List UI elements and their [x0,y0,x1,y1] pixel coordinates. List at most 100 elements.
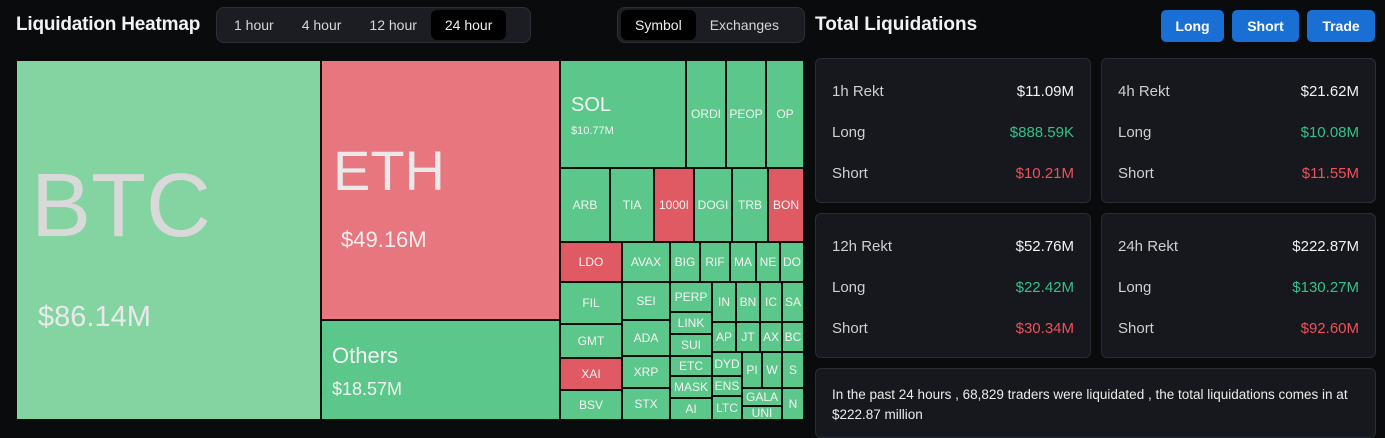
long-value: $888.59K [1009,124,1074,141]
tile-gmt[interactable]: GMT [560,324,622,358]
tile-value: $49.16M [341,227,427,252]
tile-ai[interactable]: AI [670,398,712,420]
tile-dogi[interactable]: DOGI [694,168,732,242]
trade-button[interactable]: Trade [1307,10,1375,42]
card-period: 4h Rekt [1118,83,1170,100]
short-value: $30.34M [1015,320,1074,337]
tile-avax[interactable]: AVAX [622,242,670,282]
tab-exchanges[interactable]: Exchanges [709,17,779,33]
tile-symbol: BTC [31,156,211,256]
tile-others[interactable]: Others $18.57M [321,320,560,420]
tile-xai[interactable]: XAI [560,358,622,390]
tile-do[interactable]: DO [780,242,804,282]
total-liquidations-title: Total Liquidations [815,14,978,35]
tile-dyd[interactable]: DYD [712,352,742,376]
tile-ldo[interactable]: LDO [560,242,622,282]
tile-symbol: ETH [333,139,445,202]
tile-value: $86.14M [38,301,151,333]
tile-sa[interactable]: SA [782,282,804,322]
card-total: $222.87M [1292,238,1359,255]
long-label: Long [832,124,866,141]
tile-peop[interactable]: PEOP [726,60,766,168]
long-label: Long [1118,124,1152,141]
tile-jt[interactable]: JT [736,322,760,352]
short-label: Short [832,165,868,182]
tile-value: $10.77M [571,125,614,137]
tile-stx[interactable]: STX [622,388,670,420]
tile-ordi[interactable]: ORDI [686,60,726,168]
tile-in[interactable]: IN [712,282,736,322]
card-12h: 12h Rekt $52.76M Long $22.42M Short $30.34M [815,213,1091,358]
tab-4-hour[interactable]: 4 hour [301,17,342,33]
tile-ap[interactable]: AP [712,322,736,352]
long-value: $22.42M [1015,279,1074,296]
tile-arb[interactable]: ARB [560,168,610,242]
card-total: $52.76M [1015,238,1074,255]
tile-value: $18.57M [332,379,403,399]
tile-etc[interactable]: ETC [670,356,712,376]
tile-trb[interactable]: TRB [732,168,768,242]
tile-ic[interactable]: IC [760,282,782,322]
long-label: Long [832,279,866,296]
tab-24-hour[interactable]: 24 hour [430,10,507,40]
short-value: $11.55M [1301,165,1359,182]
tile-btc[interactable]: BTC $86.14M [16,60,321,420]
card-period: 12h Rekt [832,238,893,255]
tab-12-hour[interactable]: 12 hour [369,17,417,33]
tile-sei[interactable]: SEI [622,282,670,320]
card-total: $21.62M [1300,83,1359,100]
long-button[interactable]: Long [1161,10,1224,42]
tile-mask[interactable]: MASK [670,376,712,398]
tile-sui[interactable]: SUI [670,334,712,356]
card-period: 24h Rekt [1118,238,1179,255]
tile-bon[interactable]: BON [768,168,804,242]
short-value: $92.60M [1300,320,1359,337]
page-title: Liquidation Heatmap [16,14,201,35]
tile-ax[interactable]: AX [760,322,782,352]
tile-link[interactable]: LINK [670,312,712,334]
tile-perp[interactable]: PERP [670,282,712,312]
tile-symbol: Others [332,343,399,368]
tile-n[interactable]: N [782,388,804,420]
tile-ne[interactable]: NE [756,242,780,282]
tile-eth[interactable]: ETH $49.16M [321,60,560,320]
summary-text: In the past 24 hours , 68,829 traders we… [832,387,1348,422]
tile-1000i[interactable]: 1000I [654,168,694,242]
long-value: $130.27M [1292,279,1359,296]
short-button[interactable]: Short [1232,10,1299,42]
tab-symbol[interactable]: Symbol [621,10,696,40]
tile-symbol: SOL [571,94,612,116]
tab-1-hour[interactable]: 1 hour [234,17,274,33]
tile-xrp[interactable]: XRP [622,356,670,388]
tile-bsv[interactable]: BSV [560,390,622,420]
summary-card: In the past 24 hours , 68,829 traders we… [815,368,1376,438]
long-label: Long [1118,279,1152,296]
tile-op[interactable]: OP [766,60,804,168]
short-label: Short [1118,320,1154,337]
short-label: Short [1118,165,1154,182]
tile-bn[interactable]: BN [736,282,760,322]
tile-tia[interactable]: TIA [610,168,654,242]
tile-uni[interactable]: UNI [742,406,782,420]
tile-fil[interactable]: FIL [560,282,622,324]
tile-ma[interactable]: MA [730,242,756,282]
tile-ens[interactable]: ENS [712,376,742,396]
card-total: $11.09M [1016,83,1074,100]
time-range-selector: 1 hour 4 hour 12 hour 24 hour [216,7,531,43]
group-selector: Symbol Exchanges [617,7,805,43]
tile-rif[interactable]: RIF [700,242,730,282]
card-period: 1h Rekt [832,83,884,100]
tile-s[interactable]: S [782,352,804,388]
tile-big[interactable]: BIG [670,242,700,282]
tile-bc[interactable]: BC [782,322,804,352]
long-value: $10.08M [1300,124,1359,141]
tile-pi[interactable]: PI [742,352,762,388]
tile-ltc[interactable]: LTC [712,396,742,420]
short-label: Short [832,320,868,337]
tile-sol[interactable]: SOL $10.77M [560,60,686,168]
tile-gala[interactable]: GALA [742,388,782,406]
card-1h: 1h Rekt $11.09M Long $888.59K Short $10.21M [815,58,1091,203]
tile-ada[interactable]: ADA [622,320,670,356]
liquidation-treemap: BTC $86.14M ETH $49.16M Others $18.57M S… [16,60,804,420]
tile-w[interactable]: W [762,352,782,388]
